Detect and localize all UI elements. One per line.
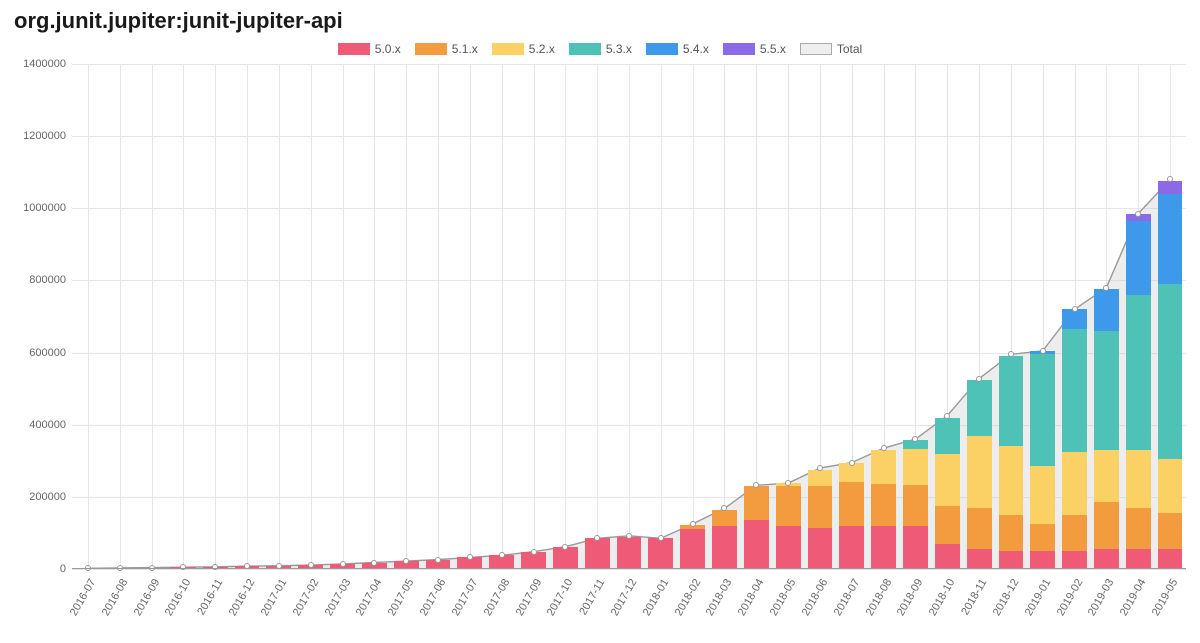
x-axis-tick-label: 2018-06 [800,577,831,618]
total-marker[interactable] [881,445,887,451]
x-axis-tick-label: 2019-05 [1150,577,1181,618]
x-axis-tick-label: 2018-12 [991,577,1022,618]
legend-item-5.2.x[interactable]: 5.2.x [492,42,555,56]
legend-swatch [723,43,755,55]
total-marker[interactable] [435,557,441,563]
x-axis-tick-label: 2018-07 [832,577,863,618]
y-axis-tick-label: 1200000 [23,130,66,142]
x-axis-line [72,568,1186,569]
legend-swatch [338,43,370,55]
legend-item-5.4.x[interactable]: 5.4.x [646,42,709,56]
y-axis-tick-label: 1000000 [23,202,66,214]
total-marker[interactable] [1040,348,1046,354]
total-marker[interactable] [1072,306,1078,312]
grid-line-h [72,569,1186,570]
total-marker[interactable] [753,482,759,488]
x-axis-tick-label: 2016-08 [100,577,131,618]
total-marker[interactable] [721,505,727,511]
x-axis-tick-label: 2019-02 [1054,577,1085,618]
chart-title: org.junit.jupiter:junit-jupiter-api [14,8,343,34]
legend-label: 5.4.x [683,42,709,56]
total-marker[interactable] [849,460,855,466]
x-axis-tick-label: 2017-06 [418,577,449,618]
x-axis-tick-label: 2018-10 [927,577,958,618]
total-marker[interactable] [467,554,473,560]
legend-swatch [646,43,678,55]
total-marker[interactable] [1167,176,1173,182]
x-axis-tick-label: 2017-07 [450,577,481,618]
total-marker[interactable] [976,376,982,382]
total-marker[interactable] [531,549,537,555]
legend-label: 5.0.x [375,42,401,56]
legend-swatch [415,43,447,55]
total-marker[interactable] [817,465,823,471]
total-marker[interactable] [690,521,696,527]
x-axis-tick-label: 2016-11 [195,577,225,617]
total-marker[interactable] [1008,351,1014,357]
x-axis-tick-label: 2017-08 [481,577,512,618]
total-marker[interactable] [1135,211,1141,217]
legend-swatch [492,43,524,55]
y-axis-tick-label: 400000 [29,419,66,431]
legend-label: Total [837,42,862,56]
y-axis-tick-label: 600000 [29,347,66,359]
x-axis-tick-label: 2018-08 [863,577,894,618]
x-axis-tick-label: 2017-04 [354,577,385,618]
chart-plot-area: 0200000400000600000800000100000012000001… [72,64,1186,569]
total-marker[interactable] [340,561,346,567]
legend-label: 5.1.x [452,42,478,56]
legend-item-total[interactable]: Total [800,42,862,56]
legend-label: 5.5.x [760,42,786,56]
total-marker[interactable] [658,535,664,541]
x-axis-tick-label: 2017-09 [513,577,544,618]
legend-swatch [569,43,601,55]
legend-item-5.5.x[interactable]: 5.5.x [723,42,786,56]
x-axis-tick-label: 2017-05 [386,577,417,618]
total-marker[interactable] [562,544,568,550]
x-axis-tick-label: 2016-12 [227,577,258,618]
x-axis-tick-label: 2019-03 [1086,577,1117,618]
x-axis-tick-label: 2018-05 [768,577,799,618]
x-axis-tick-label: 2017-01 [259,577,290,618]
x-axis-tick-label: 2017-11 [577,577,607,617]
x-axis-tick-label: 2018-03 [704,577,735,618]
x-axis-tick-label: 2018-09 [895,577,926,618]
x-axis-tick-label: 2018-02 [672,577,703,618]
x-axis-tick-label: 2016-09 [131,577,162,618]
total-marker[interactable] [944,413,950,419]
x-axis-tick-label: 2018-04 [736,577,767,618]
legend-label: 5.2.x [529,42,555,56]
y-axis-tick-label: 1400000 [23,58,66,70]
chart-legend: 5.0.x 5.1.x 5.2.x 5.3.x 5.4.x 5.5.x Total [0,42,1200,56]
legend-label: 5.3.x [606,42,632,56]
total-marker[interactable] [785,480,791,486]
legend-item-5.3.x[interactable]: 5.3.x [569,42,632,56]
x-axis-tick-label: 2016-07 [68,577,99,618]
y-axis-tick-label: 800000 [29,274,66,286]
total-marker[interactable] [403,558,409,564]
total-marker[interactable] [594,535,600,541]
total-marker[interactable] [371,560,377,566]
y-axis-tick-label: 0 [60,563,66,575]
x-axis-tick-label: 2018-11 [959,577,989,617]
x-axis-tick-label: 2016-10 [163,577,194,618]
legend-item-5.0.x[interactable]: 5.0.x [338,42,401,56]
legend-item-5.1.x[interactable]: 5.1.x [415,42,478,56]
total-marker[interactable] [912,436,918,442]
legend-swatch [800,43,832,55]
x-axis-tick-label: 2019-01 [1023,577,1054,618]
total-marker[interactable] [626,533,632,539]
x-axis-tick-label: 2018-01 [641,577,672,618]
x-axis-tick-label: 2017-12 [609,577,640,618]
x-axis-tick-label: 2017-10 [545,577,576,618]
total-marker[interactable] [499,552,505,558]
x-axis-tick-label: 2019-04 [1118,577,1149,618]
total-marker[interactable] [1103,285,1109,291]
y-axis-tick-label: 200000 [29,491,66,503]
x-axis-tick-label: 2017-02 [291,577,322,618]
x-axis-tick-label: 2017-03 [322,577,353,618]
